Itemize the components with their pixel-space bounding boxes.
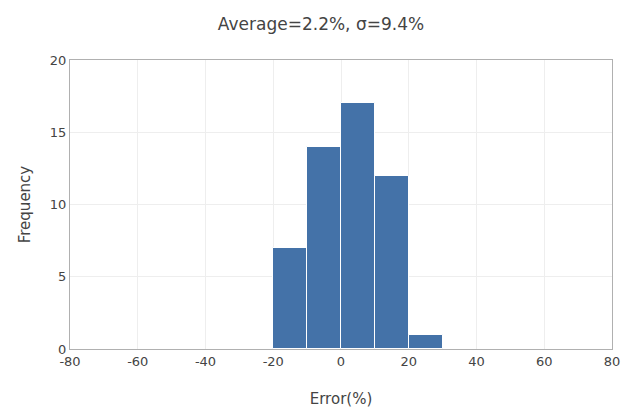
svg-text:20: 20	[50, 53, 67, 68]
svg-text:40: 40	[468, 354, 485, 369]
svg-text:80: 80	[604, 354, 621, 369]
svg-text:15: 15	[50, 125, 67, 140]
svg-text:20: 20	[400, 354, 417, 369]
svg-text:0: 0	[58, 342, 66, 357]
svg-text:5: 5	[58, 269, 66, 284]
svg-text:10: 10	[50, 197, 67, 212]
svg-text:-40: -40	[195, 354, 216, 369]
svg-text:60: 60	[536, 354, 553, 369]
svg-text:Error(%): Error(%)	[310, 390, 373, 408]
svg-text:0: 0	[337, 354, 345, 369]
svg-text:-60: -60	[127, 354, 148, 369]
svg-text:Average=2.2%, σ=9.4%: Average=2.2%, σ=9.4%	[218, 14, 424, 34]
svg-text:-20: -20	[263, 354, 284, 369]
svg-text:Frequency: Frequency	[16, 166, 34, 244]
svg-text:-80: -80	[59, 354, 80, 369]
